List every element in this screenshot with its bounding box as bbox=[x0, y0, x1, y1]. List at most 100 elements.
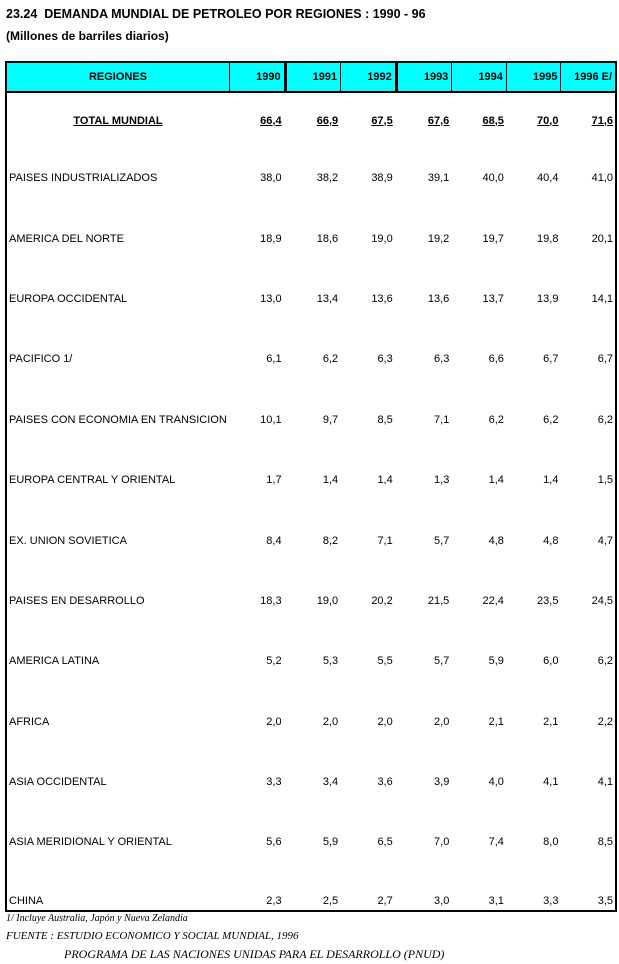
column-header-year: 1996 E/ bbox=[560, 63, 615, 91]
cell-value: 6,5 bbox=[377, 836, 393, 849]
cell-value: 8,4 bbox=[266, 534, 282, 547]
table-row: EUROPA OCCIDENTAL 13,0 13,4 13,6 13,6 13,7 13,… bbox=[7, 269, 615, 329]
cell-value: 6,7 bbox=[543, 353, 559, 366]
cell-value: 18,6 bbox=[316, 232, 339, 245]
footnote-1: 1/ Incluye Australia, Japón y Nueva Zela… bbox=[6, 913, 188, 924]
cell-value: 1,4 bbox=[543, 474, 559, 487]
cell-value: 6,6 bbox=[488, 353, 504, 366]
cell-value: 4,8 bbox=[488, 534, 504, 547]
cell-value: 66,4 bbox=[260, 114, 282, 127]
table-row: AFRICA 2,0 2,0 2,0 2,0 2,1 2,1 2,2 bbox=[7, 692, 615, 752]
row-label: ASIA MERIDIONAL Y ORIENTAL bbox=[9, 836, 172, 849]
cell-value: 3,6 bbox=[377, 776, 393, 789]
row-label: ASIA OCCIDENTAL bbox=[9, 776, 107, 789]
cell-value: 13,4 bbox=[316, 292, 339, 305]
cell-value: 13,7 bbox=[482, 292, 504, 305]
cell-value: 13,0 bbox=[260, 292, 282, 305]
cell-value: 13,6 bbox=[371, 292, 393, 305]
cell-value: 5,9 bbox=[488, 655, 504, 668]
cell-value: 24,5 bbox=[591, 594, 614, 607]
cell-value: 7,1 bbox=[434, 413, 450, 426]
cell-value: 38,9 bbox=[371, 172, 393, 185]
table-row: AMERICA LATINA 5,2 5,3 5,5 5,7 5,9 6,0 6,2 bbox=[7, 631, 615, 691]
cell-value: 18,3 bbox=[260, 594, 282, 607]
cell-value: 8,2 bbox=[322, 534, 339, 547]
cell-value: 67,5 bbox=[371, 114, 393, 127]
cell-value: 6,2 bbox=[322, 353, 339, 366]
row-label: CHINA bbox=[9, 894, 44, 907]
cell-value: 40,4 bbox=[537, 172, 559, 185]
cell-value: 6,3 bbox=[434, 353, 450, 366]
cell-value: 20,2 bbox=[371, 594, 393, 607]
cell-value: 3,1 bbox=[488, 894, 504, 907]
cell-value: 68,5 bbox=[482, 114, 504, 127]
cell-value: 1,5 bbox=[597, 474, 614, 487]
cell-value: 39,1 bbox=[427, 172, 450, 185]
cell-value: 2,0 bbox=[322, 715, 339, 728]
cell-value: 38,2 bbox=[316, 172, 339, 185]
table-row: AMERICA DEL NORTE 18,9 18,6 19,0 19,2 19,7 19,… bbox=[7, 208, 615, 268]
cell-value: 3,0 bbox=[434, 894, 450, 907]
cell-value: 7,1 bbox=[377, 534, 393, 547]
cell-value: 19,7 bbox=[482, 232, 504, 245]
row-label: PAISES INDUSTRIALIZADOS bbox=[9, 172, 158, 185]
row-label: AFRICA bbox=[9, 715, 50, 728]
table-row: CHINA 2,3 2,5 2,7 3,0 3,1 3,3 3,5 bbox=[7, 873, 615, 910]
cell-value: 2,1 bbox=[488, 715, 504, 728]
table-row: PAISES INDUSTRIALIZADOS 38,0 38,2 38,9 39,1 4… bbox=[7, 148, 615, 208]
cell-value: 41,0 bbox=[591, 172, 614, 185]
column-header-year: 1991 bbox=[283, 63, 341, 91]
cell-value: 2,0 bbox=[377, 715, 393, 728]
cell-value: 6,7 bbox=[597, 353, 614, 366]
cell-value: 5,5 bbox=[377, 655, 393, 668]
cell-value: 14,1 bbox=[591, 292, 614, 305]
row-label: PACIFICO 1/ bbox=[9, 353, 73, 366]
cell-value: 1,4 bbox=[488, 474, 504, 487]
footnote-source: FUENTE : ESTUDIO ECONOMICO Y SOCIAL MUND… bbox=[6, 930, 299, 942]
footnote-source-2: PROGRAMA DE LAS NACIONES UNIDAS PARA EL … bbox=[64, 947, 445, 961]
cell-value: 13,9 bbox=[537, 292, 559, 305]
table-header-row: REGIONES 1990 1991 1992 1993 1994 1995 1996 E/ bbox=[7, 63, 615, 93]
cell-value: 70,0 bbox=[537, 114, 559, 127]
column-header-year: 1995 bbox=[505, 63, 561, 91]
cell-value: 3,9 bbox=[434, 776, 450, 789]
cell-value: 9,7 bbox=[322, 413, 339, 426]
row-label: EUROPA CENTRAL Y ORIENTAL bbox=[9, 474, 176, 487]
cell-value: 3,5 bbox=[597, 894, 614, 907]
cell-value: 4,8 bbox=[543, 534, 559, 547]
cell-value: 23,5 bbox=[537, 594, 559, 607]
column-header-year: 1992 bbox=[340, 63, 395, 91]
cell-value: 1,4 bbox=[377, 474, 393, 487]
cell-value: 4,7 bbox=[597, 534, 614, 547]
cell-value: 19,0 bbox=[316, 594, 339, 607]
row-label: PAISES CON ECONOMIA EN TRANSICION bbox=[9, 413, 227, 426]
cell-value: 19,8 bbox=[537, 232, 559, 245]
cell-value: 66,9 bbox=[316, 114, 339, 127]
cell-value: 2,1 bbox=[543, 715, 559, 728]
cell-value: 4,1 bbox=[543, 776, 559, 789]
cell-value: 3,3 bbox=[543, 894, 559, 907]
cell-value: 19,0 bbox=[371, 232, 393, 245]
cell-value: 8,5 bbox=[597, 836, 614, 849]
cell-value: 6,2 bbox=[488, 413, 504, 426]
column-header-year: 1993 bbox=[394, 63, 452, 91]
cell-value: 6,2 bbox=[543, 413, 559, 426]
cell-value: 2,0 bbox=[266, 715, 282, 728]
row-label: AMERICA DEL NORTE bbox=[9, 232, 124, 245]
cell-value: 6,2 bbox=[597, 413, 614, 426]
table-row: PAISES CON ECONOMIA EN TRANSICION 10,1 9,7… bbox=[7, 390, 615, 450]
page-subtitle: (Millones de barriles diarios) bbox=[6, 29, 169, 43]
cell-value: 21,5 bbox=[427, 594, 450, 607]
table-row: ASIA OCCIDENTAL 3,3 3,4 3,6 3,9 4,0 4,1 4,1 bbox=[7, 752, 615, 812]
row-label: AMERICA LATINA bbox=[9, 655, 100, 668]
cell-value: 71,6 bbox=[591, 114, 614, 127]
cell-value: 3,3 bbox=[266, 776, 282, 789]
table-row: TOTAL MUNDIAL 66,4 66,9 67,5 67,6 68,5 70,0 71,… bbox=[7, 93, 615, 148]
cell-value: 19,2 bbox=[427, 232, 450, 245]
page-title: 23.24 DEMANDA MUNDIAL DE PETROLEO POR RE… bbox=[6, 7, 426, 21]
cell-value: 7,0 bbox=[434, 836, 450, 849]
cell-value: 4,1 bbox=[597, 776, 614, 789]
table-row: EUROPA CENTRAL Y ORIENTAL 1,7 1,4 1,4 1,3 1,4… bbox=[7, 450, 615, 510]
column-header-regions: REGIONES bbox=[88, 71, 148, 83]
cell-value: 2,5 bbox=[322, 894, 339, 907]
